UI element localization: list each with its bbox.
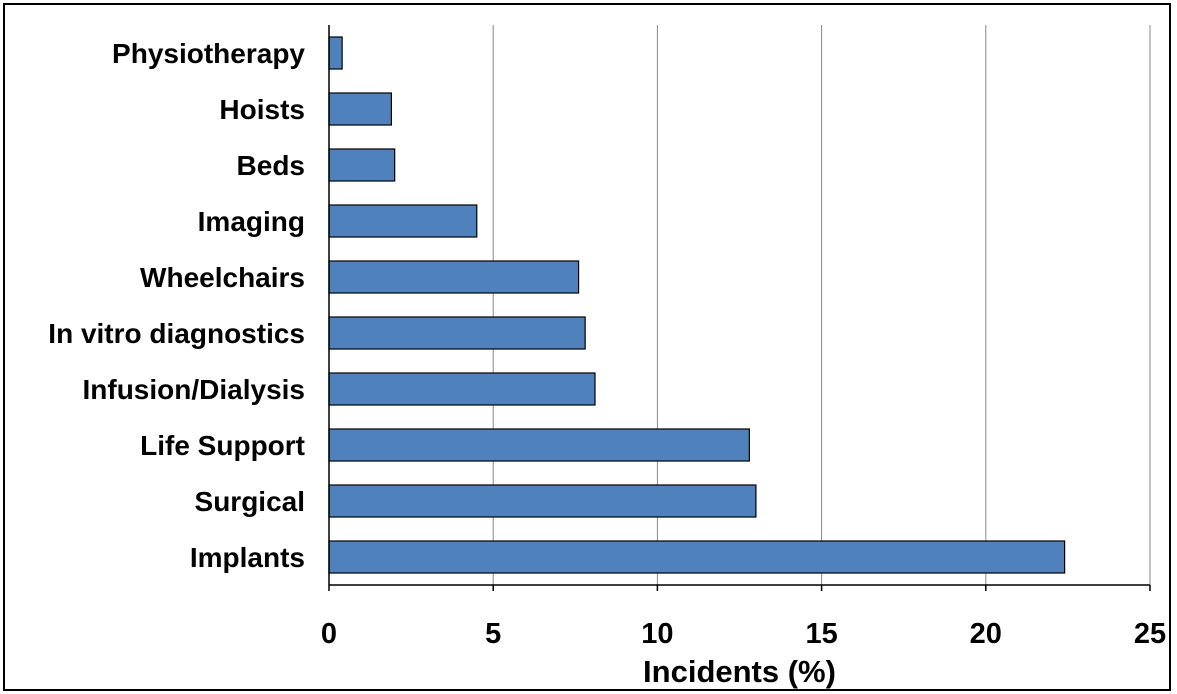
bars <box>328 36 1066 574</box>
category-label: Implants <box>190 542 305 573</box>
bar-chart: Implants Surgical Life Support Infusion/Dia… <box>48 25 1166 689</box>
x-tick-label: 15 <box>805 618 837 650</box>
x-tick-labels: 0 5 10 15 20 25 <box>321 585 1166 650</box>
bar <box>328 316 586 350</box>
bar <box>328 148 396 182</box>
category-label: Beds <box>237 150 305 181</box>
x-tick-label: 5 <box>485 618 501 650</box>
category-label: Physiotherapy <box>112 38 305 69</box>
x-axis-title: Incidents (%) <box>643 654 836 689</box>
bar <box>328 260 580 294</box>
x-tick-label: 10 <box>641 618 673 650</box>
category-labels: Implants Surgical Life Support Infusion/Dia… <box>48 38 305 573</box>
x-tick-label: 20 <box>970 618 1002 650</box>
category-label: Life Support <box>140 430 305 461</box>
x-tick-label: 25 <box>1134 618 1166 650</box>
chart-frame: Implants Surgical Life Support Infusion/Dia… <box>3 3 1171 691</box>
x-tick-label: 0 <box>321 618 337 650</box>
category-label: Infusion/Dialysis <box>83 374 306 405</box>
bar <box>328 204 478 238</box>
category-label: Wheelchairs <box>140 262 305 293</box>
category-label: Imaging <box>198 206 305 237</box>
category-label: Surgical <box>195 486 305 517</box>
category-label: Hoists <box>219 94 305 125</box>
bar <box>328 428 750 462</box>
category-label: In vitro diagnostics <box>48 318 305 349</box>
axes <box>328 25 1150 586</box>
bar <box>328 372 596 406</box>
bar <box>328 36 343 70</box>
bar <box>328 540 1066 574</box>
bar <box>328 92 392 126</box>
bar <box>328 484 757 518</box>
